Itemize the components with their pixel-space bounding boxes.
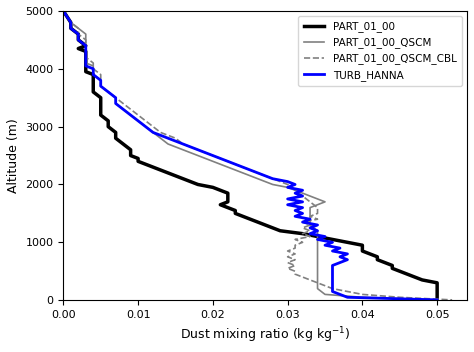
TURB_HANNA: [307, 226, 313, 230]
PART_01_00_QSCM: [315, 275, 320, 279]
Y-axis label: Altitude (m): Altitude (m): [7, 118, 20, 193]
PART_01_00_QSCM_CBL: [150, 125, 156, 129]
X-axis label: Dust mixing ratio (kg kg$^{-1}$): Dust mixing ratio (kg kg$^{-1}$): [180, 326, 350, 345]
PART_01_00: [434, 298, 440, 302]
TURB_HANNA: [255, 171, 261, 175]
Legend: PART_01_00, PART_01_00_QSCM, PART_01_00_QSCM_CBL, TURB_HANNA: PART_01_00, PART_01_00_QSCM, PART_01_00_…: [299, 16, 462, 86]
PART_01_00_QSCM: [83, 61, 89, 65]
PART_01_00: [390, 266, 395, 270]
PART_01_00_QSCM: [434, 298, 440, 302]
Line: TURB_HANNA: TURB_HANNA: [64, 11, 437, 300]
PART_01_00_QSCM_CBL: [449, 298, 455, 302]
PART_01_00_QSCM: [307, 223, 313, 227]
PART_01_00: [232, 211, 238, 215]
TURB_HANNA: [329, 272, 335, 276]
TURB_HANNA: [61, 9, 66, 13]
PART_01_00: [412, 275, 418, 279]
PART_01_00_QSCM: [61, 9, 66, 13]
PART_01_00_QSCM_CBL: [128, 107, 134, 111]
PART_01_00_QSCM_CBL: [285, 266, 291, 270]
TURB_HANNA: [307, 217, 313, 221]
PART_01_00_QSCM: [98, 81, 104, 86]
Line: PART_01_00_QSCM_CBL: PART_01_00_QSCM_CBL: [64, 11, 452, 300]
PART_01_00_QSCM: [113, 101, 118, 106]
PART_01_00_QSCM_CBL: [315, 206, 320, 210]
PART_01_00: [329, 237, 335, 241]
Line: PART_01_00_QSCM: PART_01_00_QSCM: [64, 11, 437, 300]
PART_01_00_QSCM_CBL: [61, 9, 66, 13]
PART_01_00_QSCM: [180, 148, 186, 152]
PART_01_00: [374, 255, 380, 259]
PART_01_00: [225, 194, 231, 198]
Line: PART_01_00: PART_01_00: [64, 11, 437, 300]
TURB_HANNA: [434, 298, 440, 302]
PART_01_00: [61, 9, 66, 13]
TURB_HANNA: [300, 206, 305, 210]
PART_01_00_QSCM_CBL: [113, 96, 118, 100]
TURB_HANNA: [292, 208, 298, 213]
PART_01_00_QSCM_CBL: [292, 269, 298, 274]
